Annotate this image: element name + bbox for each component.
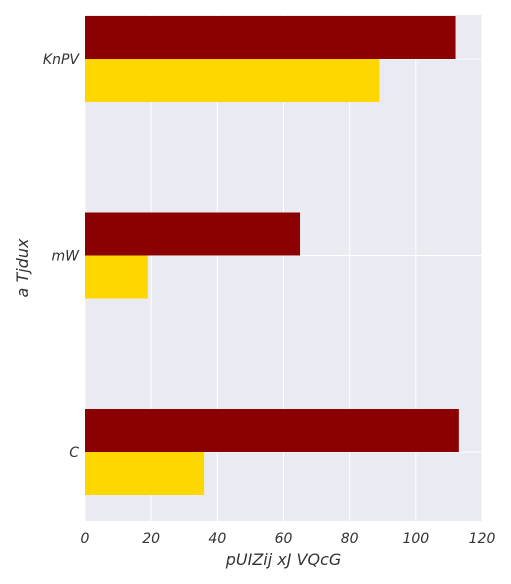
bar: [85, 409, 459, 452]
x-tick-label: 80: [341, 531, 359, 547]
bar: [85, 452, 205, 495]
y-tick-labels: KnPV mW C: [43, 52, 80, 461]
y-axis-label: a Tjdux: [13, 238, 32, 297]
x-tick-labels: 0 20 40 60 80 100 120: [81, 531, 496, 547]
x-axis-label: pUIZij xJ VQcG: [225, 550, 342, 569]
x-tick-label: 40: [208, 531, 226, 547]
bars: [85, 16, 459, 495]
bar: [85, 16, 456, 59]
bar: [85, 212, 301, 256]
bar: [85, 59, 380, 102]
x-tick-label: 100: [402, 531, 429, 547]
bar: [85, 255, 148, 299]
y-tick-label: C: [69, 445, 79, 461]
x-tick-label: 20: [142, 531, 160, 547]
x-tick-label: 0: [81, 531, 90, 547]
x-tick-label: 120: [469, 531, 496, 547]
x-tick-label: 60: [275, 531, 293, 547]
y-tick-label: KnPV: [43, 52, 80, 68]
y-tick-label: mW: [52, 249, 81, 265]
